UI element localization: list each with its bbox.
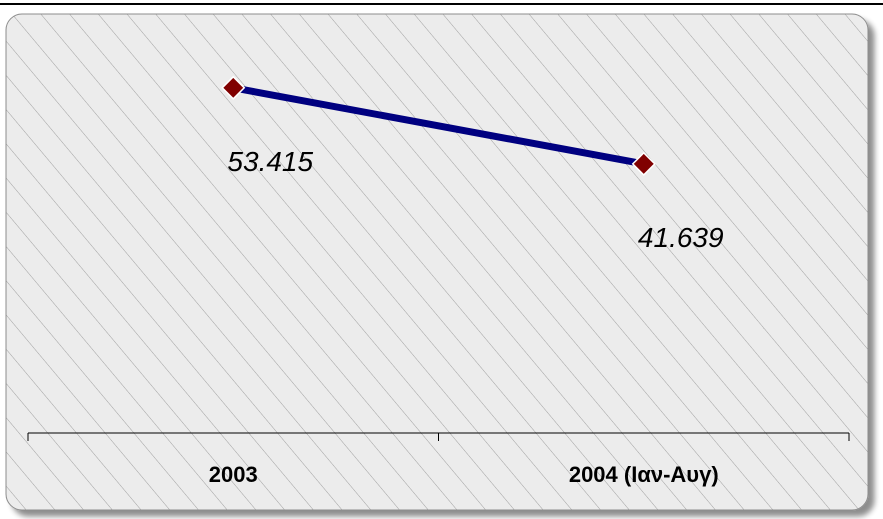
data-labels-group: 53.415 41.639 (227, 146, 723, 253)
data-point-marker (221, 75, 246, 100)
x-tick-label: 2003 (209, 462, 258, 487)
data-point-marker (631, 151, 656, 176)
x-tick-label: 2004 (Ιαν-Αυγ) (569, 462, 719, 487)
data-label: 41.639 (638, 222, 724, 253)
top-rule (0, 3, 883, 5)
x-axis: 2003 2004 (Ιαν-Αυγ) (27, 432, 850, 487)
data-label: 53.415 (227, 146, 313, 177)
series-line-group (221, 75, 656, 176)
chart-background (5, 13, 869, 511)
series-line (232, 84, 645, 168)
